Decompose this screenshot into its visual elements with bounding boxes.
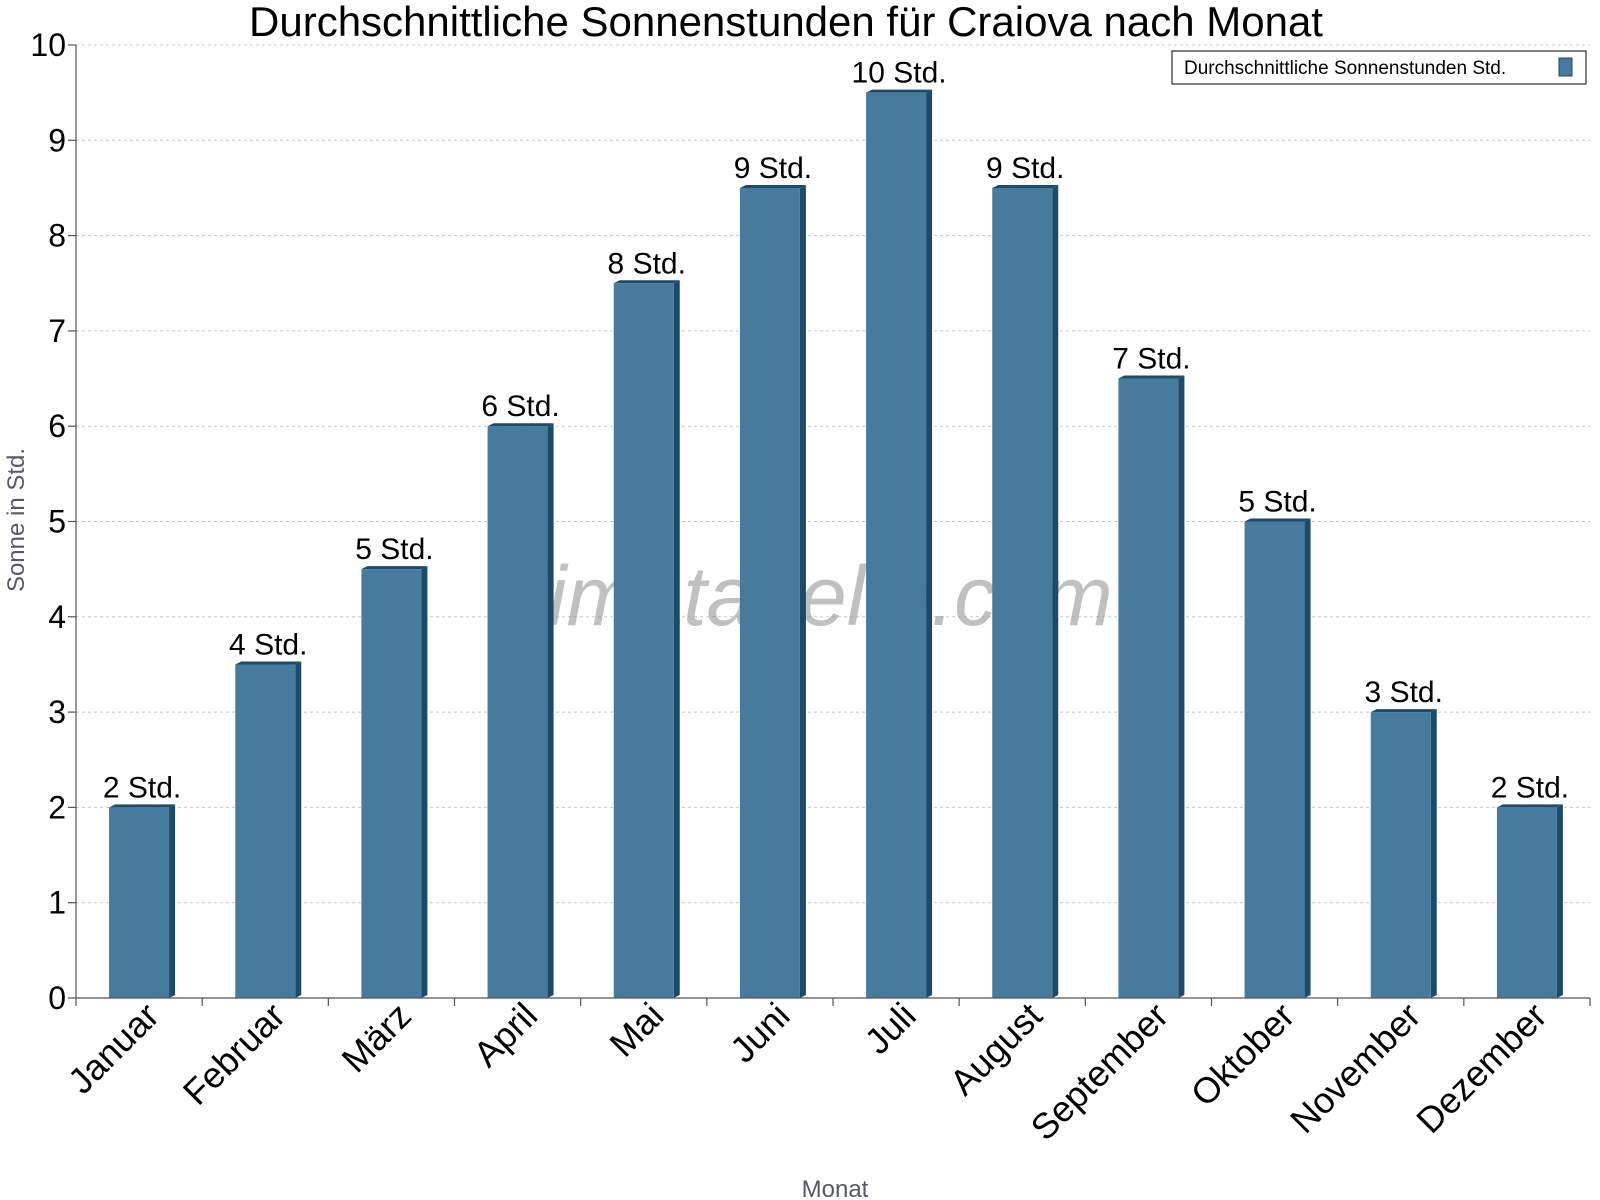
y-tick-label: 0 bbox=[48, 980, 66, 1016]
bar-november: 3 Std. bbox=[1365, 676, 1443, 998]
bar-september: 7 Std. bbox=[1112, 343, 1191, 998]
y-tick-label: 1 bbox=[48, 885, 66, 921]
legend-swatch bbox=[1558, 57, 1573, 77]
x-tick-label: März bbox=[334, 995, 420, 1081]
bar-value-label: 2 Std. bbox=[1491, 771, 1569, 804]
x-tick-label: Februar bbox=[175, 995, 293, 1113]
bar-mai: 8 Std. bbox=[608, 247, 686, 998]
bar-top bbox=[235, 661, 302, 665]
x-tick-label: August bbox=[942, 995, 1050, 1103]
bar-side bbox=[673, 280, 680, 998]
y-tick-label: 2 bbox=[48, 789, 66, 825]
axes bbox=[75, 45, 1591, 1006]
y-axis-title: Sonne in Std. bbox=[3, 448, 30, 592]
bar-top bbox=[866, 89, 933, 93]
x-tick-label: Januar bbox=[60, 995, 167, 1102]
bar-top bbox=[1370, 709, 1437, 713]
bar-value-label: 9 Std. bbox=[734, 152, 812, 185]
legend-label: Durchschnittliche Sonnenstunden Std. bbox=[1184, 58, 1506, 79]
bar-april: 6 Std. bbox=[481, 390, 560, 998]
bar-juli: 10 Std. bbox=[852, 57, 947, 998]
bar-side bbox=[169, 804, 176, 998]
bar bbox=[361, 569, 422, 998]
y-tick-label: 8 bbox=[48, 218, 66, 254]
bar bbox=[109, 807, 170, 998]
x-tick-label: Mai bbox=[601, 995, 671, 1065]
bar bbox=[1496, 807, 1557, 998]
bar-value-label: 8 Std. bbox=[608, 247, 686, 280]
bar-side bbox=[421, 566, 428, 998]
y-tick-label: 3 bbox=[48, 694, 66, 730]
y-tick-label: 7 bbox=[48, 313, 66, 349]
bar bbox=[992, 187, 1053, 998]
bar-side bbox=[547, 423, 554, 998]
bar-märz: 5 Std. bbox=[355, 533, 434, 998]
x-tick-label: April bbox=[465, 995, 545, 1075]
bar bbox=[739, 187, 800, 998]
bar-value-label: 3 Std. bbox=[1365, 676, 1443, 709]
bar-side bbox=[1178, 375, 1185, 998]
bars: 2 Std. 4 Std. 5 Std. 6 Std. 8 Std. 9 Std. 10 S… bbox=[103, 57, 1569, 998]
bar-value-label: 9 Std. bbox=[986, 152, 1064, 185]
bar-oktober: 5 Std. bbox=[1238, 486, 1317, 998]
y-tick-label: 10 bbox=[30, 27, 66, 63]
legend: Durchschnittliche Sonnenstunden Std. bbox=[1171, 50, 1587, 85]
grid-lines bbox=[76, 44, 1590, 904]
bar bbox=[235, 664, 296, 998]
bar-value-label: 5 Std. bbox=[1238, 486, 1316, 519]
bar-side bbox=[1430, 709, 1437, 998]
bar bbox=[487, 426, 548, 998]
chart-title: Durchschnittliche Sonnenstunden für Crai… bbox=[249, 0, 1323, 45]
bar-side bbox=[1556, 804, 1563, 998]
bar-august: 9 Std. bbox=[986, 152, 1064, 998]
y-tick-labels: 0 1 2 3 4 5 6 7 8 9 10 bbox=[30, 27, 76, 1016]
bar-side bbox=[295, 661, 302, 998]
x-tick-label: September bbox=[1023, 995, 1177, 1149]
bar-februar: 4 Std. bbox=[229, 628, 307, 998]
bar-top bbox=[1244, 518, 1311, 522]
bar-value-label: 10 Std. bbox=[852, 57, 947, 90]
bar-side bbox=[1052, 184, 1059, 998]
bar bbox=[1118, 378, 1179, 998]
y-tick-label: 6 bbox=[48, 408, 66, 444]
legend-box bbox=[1171, 50, 1587, 85]
bar-side bbox=[926, 89, 933, 998]
bar bbox=[1370, 712, 1431, 998]
y-tick-label: 5 bbox=[48, 504, 66, 540]
bar-top bbox=[992, 184, 1059, 188]
x-tick-label: Juni bbox=[722, 995, 798, 1071]
bar bbox=[1244, 521, 1305, 998]
y-tick-label: 4 bbox=[48, 599, 66, 635]
x-tick-label: Juli bbox=[857, 995, 924, 1062]
bar-value-label: 7 Std. bbox=[1112, 343, 1190, 376]
x-axis-title: Monat bbox=[802, 1176, 869, 1200]
bar-top bbox=[361, 566, 428, 570]
bar-side bbox=[1304, 518, 1311, 998]
bar bbox=[613, 283, 674, 998]
bar-value-label: 6 Std. bbox=[481, 390, 559, 423]
bar-januar: 2 Std. bbox=[103, 771, 181, 998]
bar-top bbox=[1496, 804, 1563, 808]
bar-value-label: 4 Std. bbox=[229, 628, 307, 661]
bar bbox=[866, 92, 927, 998]
bar-juni: 9 Std. bbox=[734, 152, 812, 998]
x-tick-labels: Januar Februar März April Mai Juni Juli AugustS… bbox=[60, 995, 1555, 1149]
bar-top bbox=[487, 423, 554, 427]
bar-top bbox=[109, 804, 176, 808]
bar-top bbox=[1118, 375, 1185, 379]
bar-top bbox=[739, 184, 806, 188]
bar-value-label: 2 Std. bbox=[103, 771, 181, 804]
y-tick-label: 9 bbox=[48, 122, 66, 158]
x-tick-label: November bbox=[1282, 995, 1428, 1141]
bar-dezember: 2 Std. bbox=[1491, 771, 1569, 998]
bar-value-label: 5 Std. bbox=[355, 533, 433, 566]
x-tick-label: Dezember bbox=[1408, 995, 1554, 1141]
x-tick-label: Oktober bbox=[1183, 995, 1303, 1115]
bar-side bbox=[799, 184, 806, 998]
bar-top bbox=[613, 280, 680, 284]
